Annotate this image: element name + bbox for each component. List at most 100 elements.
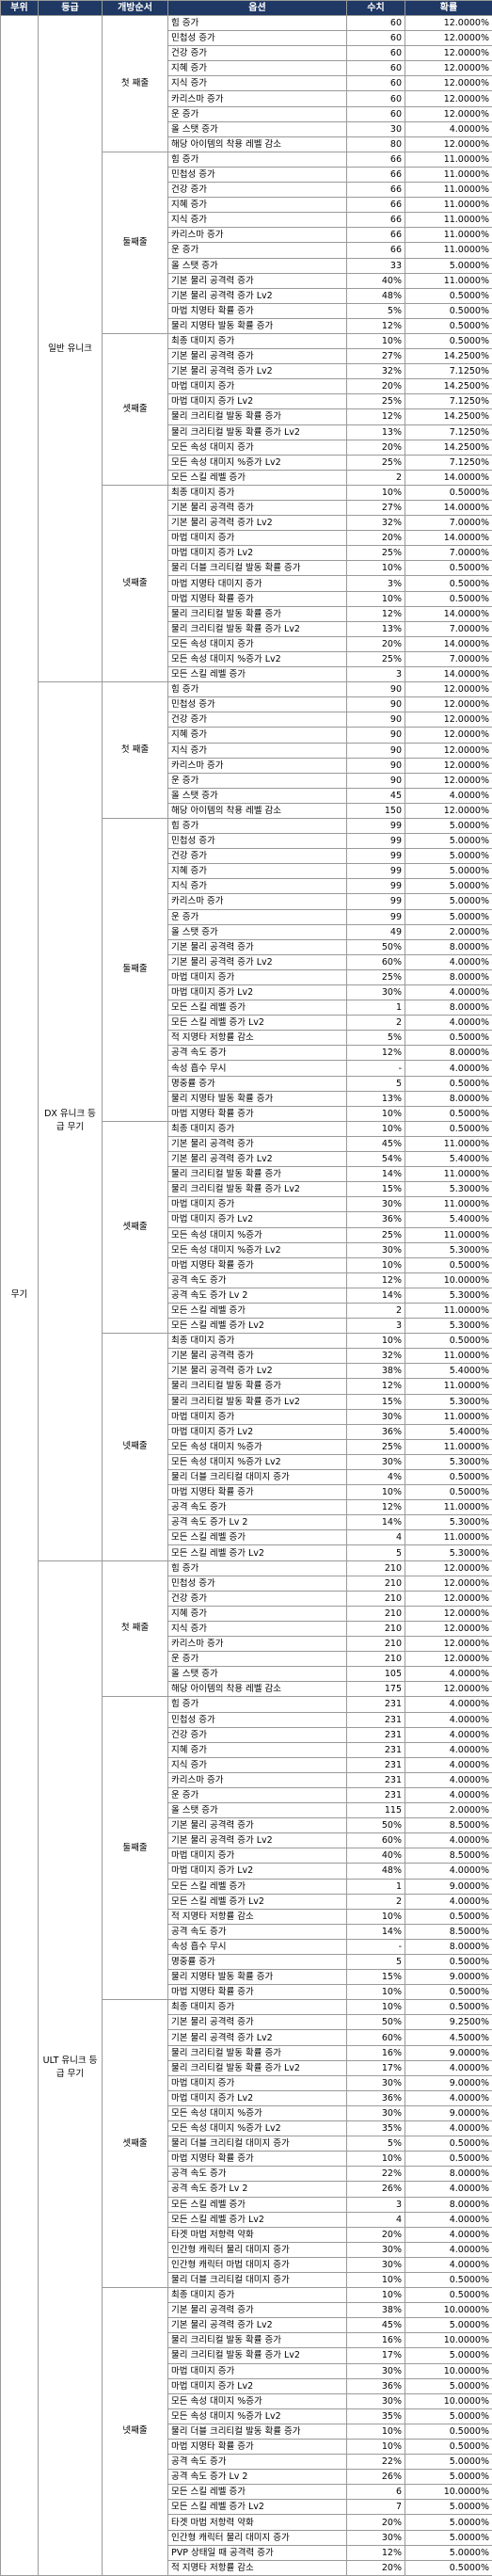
value-cell: 35%: [346, 2408, 405, 2424]
option-cell: 카리스마 증가: [167, 227, 347, 244]
probability-cell: 4.0000%: [405, 1741, 492, 1758]
value-cell: 66: [346, 212, 405, 229]
probability-cell: 12.0000%: [405, 90, 492, 107]
probability-cell: 4.0000%: [405, 1726, 492, 1743]
probability-cell: 10.0000%: [405, 2392, 492, 2409]
probability-cell: 10.0000%: [405, 2362, 492, 2379]
value-cell: 12%: [346, 605, 405, 622]
value-cell: 3%: [346, 575, 405, 592]
option-cell: 마법 대미지 증가: [167, 1848, 347, 1864]
table-row: 속성 흡수 무시 -8.0000%: [1, 1938, 492, 1956]
value-cell: 30%: [346, 1453, 405, 1471]
option-cell: 물리 지명타 발동 확률 증가: [167, 1969, 347, 1986]
table-row: 마법 대미지 증가 Lv2 36% 5.0000%: [1, 2377, 492, 2394]
probability-cell: 5.3000%: [405, 1393, 492, 1410]
probability-cell: 12.0000%: [405, 45, 492, 62]
section-first-line: 첫 째줄: [102, 681, 168, 819]
value-cell: 36%: [346, 2377, 405, 2394]
option-cell: 물리 크리티컬 발동 확률 증가 Lv2: [167, 424, 347, 440]
table-row: 기본 물리 공격력 증가 Lv2 60% 4.0000%: [1, 953, 492, 970]
table-row: 마법 대미지 증가 Lv2 36% 5.4000%: [1, 1211, 492, 1228]
value-cell: 10%: [346, 2423, 405, 2440]
value-cell: 13%: [346, 1090, 405, 1107]
value-cell: 10%: [346, 1256, 405, 1273]
option-cell: 마법 치명타 확률 증가: [167, 302, 347, 319]
option-cell: 물리 더블 크리티컬 대미지 증가: [167, 1468, 347, 1486]
value-cell: 10%: [346, 1105, 405, 1122]
probability-cell: 4.0000%: [405, 2181, 492, 2198]
probability-cell: 4.0000%: [405, 2256, 492, 2273]
option-cell: 공격 속도 증가: [167, 1499, 347, 1516]
section-third-line: 셋째줄: [102, 332, 168, 486]
option-cell: 지혜 증가: [167, 1605, 347, 1622]
section-fourth-line: 넷째줄: [102, 2287, 168, 2576]
probability-cell: 11.0000%: [405, 1302, 492, 1320]
value-cell: 7: [346, 2499, 405, 2516]
option-cell: 카리스마 증가: [167, 893, 347, 910]
option-cell: 물리 크리티컬 발동 확률 증가 Lv2: [167, 1393, 347, 1410]
option-cell: 물리 크리티컬 발동 확률 증가 Lv2: [167, 1181, 347, 1198]
value-cell: 15%: [346, 1393, 405, 1410]
table-row: 무기 일반 유니크 첫 째줄 힘 증가 60 12.0000%: [0, 14, 492, 2576]
probability-cell: 5.4000%: [405, 1151, 492, 1168]
option-cell: 마법 대미지 증가 Lv2: [167, 1423, 347, 1440]
option-cell: 운 증가: [167, 1786, 347, 1804]
table-row: 공격 속도 증가 Lv 2 14% 5.3000%: [1, 1287, 492, 1304]
value-cell: 210: [346, 1590, 405, 1607]
table-row: 물리 크리티컬 발동 확률 증가 12% 11.0000%: [1, 1378, 492, 1395]
probability-cell: 5.0000%: [405, 848, 492, 865]
header-order: 개방순서: [102, 0, 168, 16]
value-cell: 99: [346, 833, 405, 850]
probability-cell: 11.0000%: [405, 197, 492, 214]
option-cell: 모든 스킬 레벨 증가 Lv2: [167, 2211, 347, 2228]
option-cell: 공격 속도 증가: [167, 1045, 347, 1062]
probability-cell: 11.0000%: [405, 212, 492, 229]
probability-cell: 12.0000%: [405, 772, 492, 789]
probability-cell: 12.0000%: [405, 712, 492, 728]
table-row: 마법 대미지 증가 25% 8.0000%: [1, 968, 492, 986]
probability-cell: 4.0000%: [405, 1060, 492, 1077]
probability-cell: 8.0000%: [405, 1090, 492, 1107]
probability-cell: 12.0000%: [405, 757, 492, 774]
probability-cell: 5.3000%: [405, 1544, 492, 1561]
value-cell: 20%: [346, 2514, 405, 2531]
option-cell: 지혜 증가: [167, 60, 347, 77]
value-cell: 4: [346, 1529, 405, 1546]
option-cell: 물리 더블 크리티컬 대미지 증가: [167, 2271, 347, 2289]
header-probability: 확률: [405, 0, 492, 16]
table-row: 둘째줄 힘 증가 66 11.0000%: [1, 151, 492, 334]
option-cell: 모든 속성 대미지 %증가: [167, 2392, 347, 2409]
probability-cell: 11.0000%: [405, 1529, 492, 1546]
option-cell: 올 스탯 증가: [167, 787, 347, 804]
value-cell: 15%: [346, 1181, 405, 1198]
option-cell: 물리 지명타 발동 확률 증가: [167, 1090, 347, 1107]
option-cell: 마법 대미지 증가 Lv2: [167, 545, 347, 562]
value-cell: 66: [346, 197, 405, 214]
value-cell: 50%: [346, 1817, 405, 1834]
table-row: 마법 지명타 확률 증가 10% 0.5000%: [1, 590, 492, 607]
option-cell: 마법 지명타 확률 증가: [167, 1984, 347, 2001]
option-cell: 명중률 증가: [167, 1953, 347, 1971]
table-row: 모든 속성 대미지 증가 20% 14.0000%: [1, 635, 492, 652]
value-cell: 25%: [346, 393, 405, 410]
option-cell: 지식 증가: [167, 212, 347, 229]
table-row: 마법 대미지 증가 30% 10.0000%: [1, 2362, 492, 2379]
option-cell: 지혜 증가: [167, 1741, 347, 1758]
value-cell: 99: [346, 848, 405, 865]
value-cell: 66: [346, 182, 405, 199]
header-grade: 등급: [38, 0, 103, 16]
option-cell: 공격 속도 증가: [167, 1272, 347, 1288]
probability-cell: 12.0000%: [405, 1560, 492, 1576]
value-cell: 231: [346, 1696, 405, 1713]
probability-cell: 0.5000%: [405, 1468, 492, 1486]
value-cell: 10%: [346, 2438, 405, 2456]
value-cell: 66: [346, 242, 405, 259]
value-cell: 2: [346, 1015, 405, 1032]
probability-cell: 5.0000%: [405, 878, 492, 895]
value-cell: 10%: [346, 590, 405, 607]
probability-cell: 5.0000%: [405, 817, 492, 835]
value-cell: 2: [346, 469, 405, 486]
option-cell: 물리 크리티컬 발동 확률 증가: [167, 2332, 347, 2349]
table-row: 해당 아이템의 착용 레벨 감소 150 12.0000%: [1, 802, 492, 819]
probability-cell: 8.0000%: [405, 2166, 492, 2183]
